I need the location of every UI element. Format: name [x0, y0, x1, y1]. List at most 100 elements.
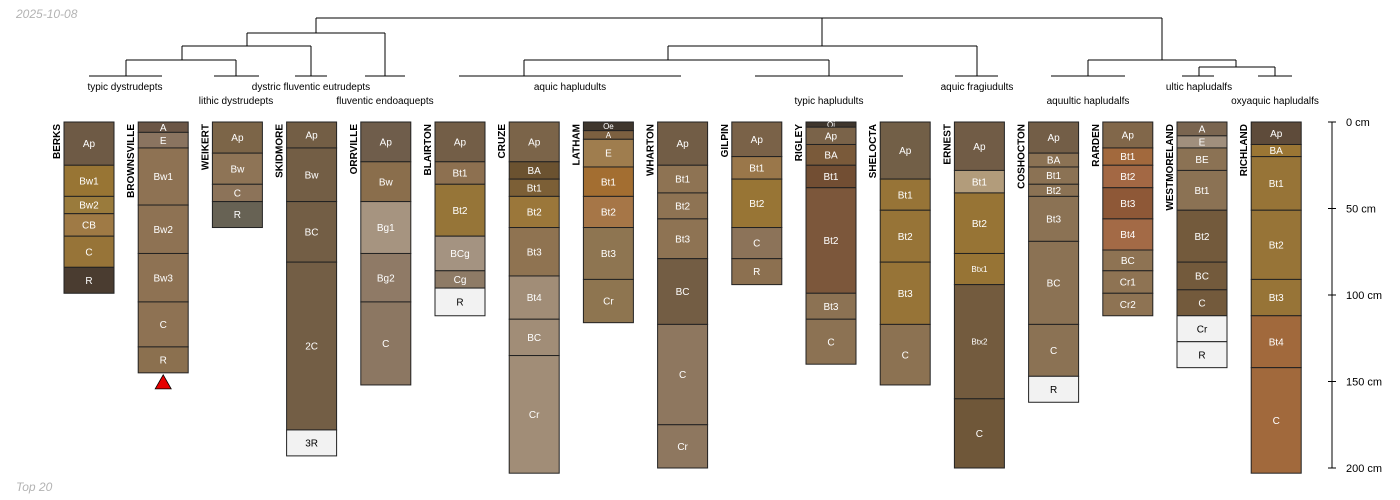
horizon: [1176, 289, 1228, 317]
horizon-label: Ap: [825, 131, 838, 142]
horizon-label: 3R: [305, 439, 318, 450]
horizon: [286, 261, 338, 431]
profile: RICHLAND Ap BA Bt1 Bt2 Bt3 Bt4 C: [1239, 121, 1302, 474]
profile: SHELOCTA Ap Bt1 Bt2 Bt3 C: [868, 121, 931, 386]
horizon-label: Bt4: [527, 293, 542, 304]
horizon: [1176, 169, 1228, 211]
profile: BERKS Ap Bw1 Bw2 CB C R: [52, 121, 115, 294]
profile-name: CRUZE: [497, 124, 508, 159]
profile-name: ORRVILLE: [349, 124, 360, 175]
horizon-label: BA: [1047, 156, 1061, 167]
horizon: [657, 424, 709, 469]
profile-name: LATHAM: [571, 124, 582, 165]
horizon-label: Cr: [603, 297, 614, 308]
horizon-label: Bt2: [1046, 186, 1061, 197]
horizon: [1250, 156, 1302, 211]
horizon: [211, 121, 263, 154]
horizon: [805, 292, 857, 320]
horizon: [657, 258, 709, 325]
horizon: [582, 138, 634, 168]
horizon-label: BC: [676, 287, 690, 298]
horizon-label: BA: [528, 166, 542, 177]
horizon: [434, 235, 486, 272]
horizon-label: Bt2: [972, 219, 987, 230]
horizon-label: Bt2: [601, 208, 616, 219]
horizon: [1028, 240, 1080, 325]
profile: ERNEST Ap Bt1 Bt2 Btx1 Btx2 C: [942, 121, 1005, 469]
horizon-label: Oe: [603, 122, 614, 131]
horizon-label: Cg: [454, 275, 467, 286]
horizon-label: Cr: [1197, 324, 1208, 335]
axis-tick-label: 50 cm: [1346, 204, 1376, 216]
profile-name: SKIDMORE: [275, 124, 286, 178]
horizon: [1176, 341, 1228, 369]
horizon-label: C: [382, 339, 389, 350]
horizon-label: Cr: [677, 442, 688, 453]
horizon: [1176, 315, 1228, 343]
horizon-label: A: [606, 131, 612, 140]
horizon: [731, 227, 783, 260]
horizon-label: Bg2: [377, 273, 395, 284]
horizon-label: BA: [824, 150, 838, 161]
horizon-label: Bt1: [1120, 152, 1135, 163]
profile: CRUZE Ap BA Bt1 Bt2 Bt3 Bt4 BC Cr: [497, 121, 560, 474]
horizon-label: BC: [1121, 256, 1135, 267]
profile: ORRVILLE Ap Bw Bg1 Bg2 C: [349, 121, 412, 386]
horizon-label: BC: [527, 333, 541, 344]
horizon-label: Ap: [676, 139, 689, 150]
horizon-label: Bw: [230, 164, 245, 175]
horizon-label: 2C: [305, 342, 318, 353]
horizon-label: A: [1199, 125, 1206, 136]
horizon: [657, 164, 709, 194]
horizon: [360, 121, 412, 163]
depth-axis: 0 cm 50 cm 100 cm 150 cm 200 cm: [1328, 117, 1382, 475]
profile-name: WEIKERT: [200, 124, 211, 170]
horizon-label: Ap: [454, 137, 467, 148]
horizon-label: Ap: [305, 131, 318, 142]
horizon-label: Cr1: [1120, 278, 1137, 289]
profile-name: RARDEN: [1091, 124, 1102, 167]
horizon: [434, 121, 486, 163]
profile-name: BERKS: [52, 124, 63, 159]
horizon-label: A: [160, 123, 167, 134]
horizon-label: C: [234, 189, 241, 200]
horizon-label: Ap: [528, 137, 541, 148]
horizon: [582, 278, 634, 324]
horizon-label: Btx1: [971, 265, 988, 274]
horizon: [1028, 195, 1080, 242]
horizon-label: Bt2: [527, 208, 542, 219]
taxon-label: oxyaquic hapludalfs: [1231, 96, 1319, 107]
horizon-label: Bw: [305, 170, 320, 181]
profile: BLAIRTON Ap Bt1 Bt2 BCg Cg R: [423, 121, 486, 317]
horizon: [137, 147, 189, 206]
horizon-label: Bt3: [1046, 214, 1061, 225]
horizon: [731, 121, 783, 158]
horizon-label: R: [456, 298, 463, 309]
profile-name: COSHOCTON: [1017, 124, 1028, 189]
horizon: [508, 275, 560, 320]
horizon-label: Ap: [83, 139, 96, 150]
horizon: [879, 323, 931, 386]
profile: COSHOCTON Ap BA Bt1 Bt2 Bt3 BC C R: [1017, 121, 1080, 403]
horizon: [63, 235, 115, 268]
horizon: [137, 346, 189, 374]
horizon-label: Bt3: [898, 289, 913, 300]
horizon: [879, 209, 931, 263]
horizon-label: BC: [1047, 278, 1061, 289]
horizon-label: Bt4: [1269, 337, 1284, 348]
taxon-label: typic hapludults: [795, 96, 864, 107]
horizon-label: C: [753, 239, 760, 250]
horizon: [360, 161, 412, 203]
horizon-label: Bt1: [898, 190, 913, 201]
horizon-label: Bt2: [1269, 240, 1284, 251]
horizon: [434, 287, 486, 317]
horizon-label: Bw3: [153, 273, 173, 284]
horizon: [1028, 375, 1080, 403]
horizon: [360, 252, 412, 303]
horizon: [805, 187, 857, 294]
profile-name: ERNEST: [942, 124, 953, 165]
horizon: [1250, 315, 1302, 369]
horizon: [1028, 323, 1080, 377]
